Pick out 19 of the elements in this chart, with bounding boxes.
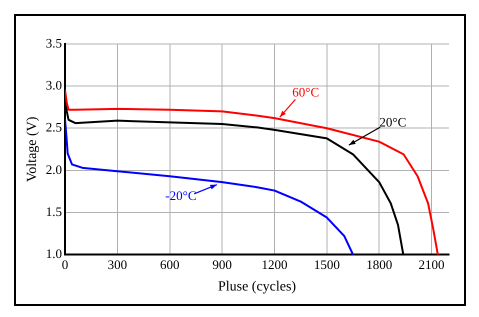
annotation: -20°C <box>165 188 196 204</box>
x-tick-label: 1800 <box>366 256 392 272</box>
x-tick-label: 300 <box>108 256 128 272</box>
x-tick-label: 0 <box>62 256 68 272</box>
y-axis-title: Voltage (V) <box>25 116 40 182</box>
annotation: 20°C <box>379 114 406 130</box>
y-tick-label: 3.0 <box>46 78 62 93</box>
x-tick-label: 2100 <box>418 256 445 272</box>
y-tick-label: 2.5 <box>46 120 62 135</box>
x-tick-label: 1200 <box>261 256 288 272</box>
y-tick-label: 1.5 <box>46 204 62 219</box>
y-tick-label: 2.0 <box>46 162 62 177</box>
x-axis-title: Pluse (cycles) <box>218 279 296 294</box>
x-tick-label: 600 <box>160 256 180 272</box>
x-tick-label: 1500 <box>314 256 340 272</box>
annotation: 60°C <box>292 84 320 100</box>
x-tick-label: 900 <box>212 256 232 272</box>
y-tick-label: 1.0 <box>46 246 62 262</box>
y-tick-label: 3.5 <box>46 35 62 50</box>
